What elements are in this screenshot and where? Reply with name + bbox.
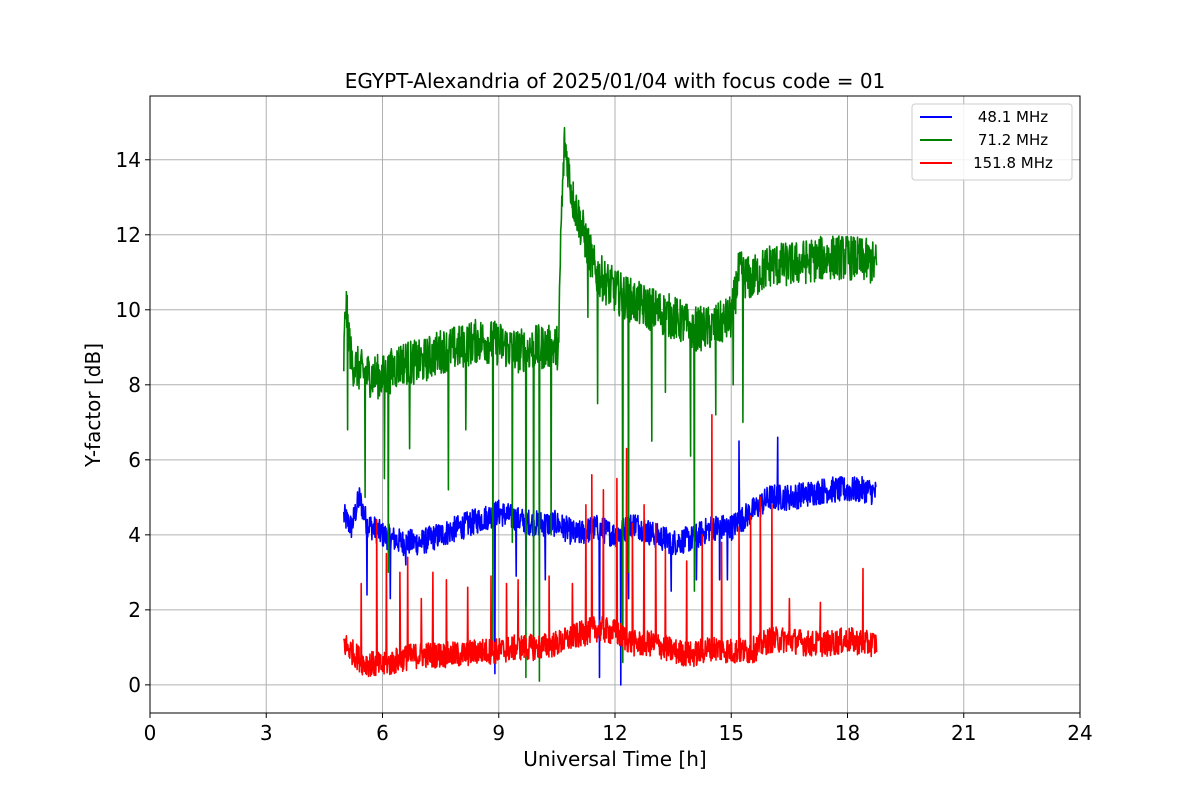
- x-tick-label: 21: [951, 721, 976, 745]
- y-axis-label: Y-factor [dB]: [81, 343, 105, 468]
- x-tick-label: 0: [144, 721, 157, 745]
- x-ticks: 0 3 6 9 12 15 18 21 24: [144, 713, 1093, 745]
- trace-71mhz: [343, 126, 878, 682]
- y-tick-label: 6: [128, 448, 141, 472]
- y-tick-label: 8: [128, 373, 141, 397]
- y-tick-label: 0: [128, 673, 141, 697]
- x-tick-label: 3: [260, 721, 273, 745]
- grid: [149, 96, 1081, 713]
- legend-box: [911, 103, 1073, 181]
- trace-48mhz: [343, 436, 877, 686]
- y-tick-label: 12: [116, 223, 141, 247]
- legend: 48.1 MHz 71.2 MHz 151.8 MHz: [911, 103, 1073, 181]
- trace-151mhz: [343, 414, 878, 678]
- x-tick-label: 6: [376, 721, 389, 745]
- x-tick-label: 9: [492, 721, 505, 745]
- x-axis-label: Universal Time [h]: [523, 747, 706, 771]
- y-ticks: 0 2 4 6 8 10 12 14: [116, 148, 150, 697]
- x-tick-label: 15: [719, 721, 744, 745]
- legend-label-48mhz: 48.1 MHz: [978, 108, 1048, 126]
- legend-label-71mhz: 71.2 MHz: [978, 131, 1048, 149]
- legend-label-151mhz: 151.8 MHz: [973, 154, 1053, 172]
- y-tick-label: 14: [116, 148, 141, 172]
- y-tick-label: 2: [128, 598, 141, 622]
- plot-lines: [343, 126, 878, 686]
- x-tick-label: 12: [602, 721, 627, 745]
- x-tick-label: 18: [835, 721, 860, 745]
- y-tick-label: 4: [128, 523, 141, 547]
- chart-title: EGYPT-Alexandria of 2025/01/04 with focu…: [345, 69, 886, 93]
- x-tick-label: 24: [1067, 721, 1092, 745]
- y-tick-label: 10: [116, 298, 141, 322]
